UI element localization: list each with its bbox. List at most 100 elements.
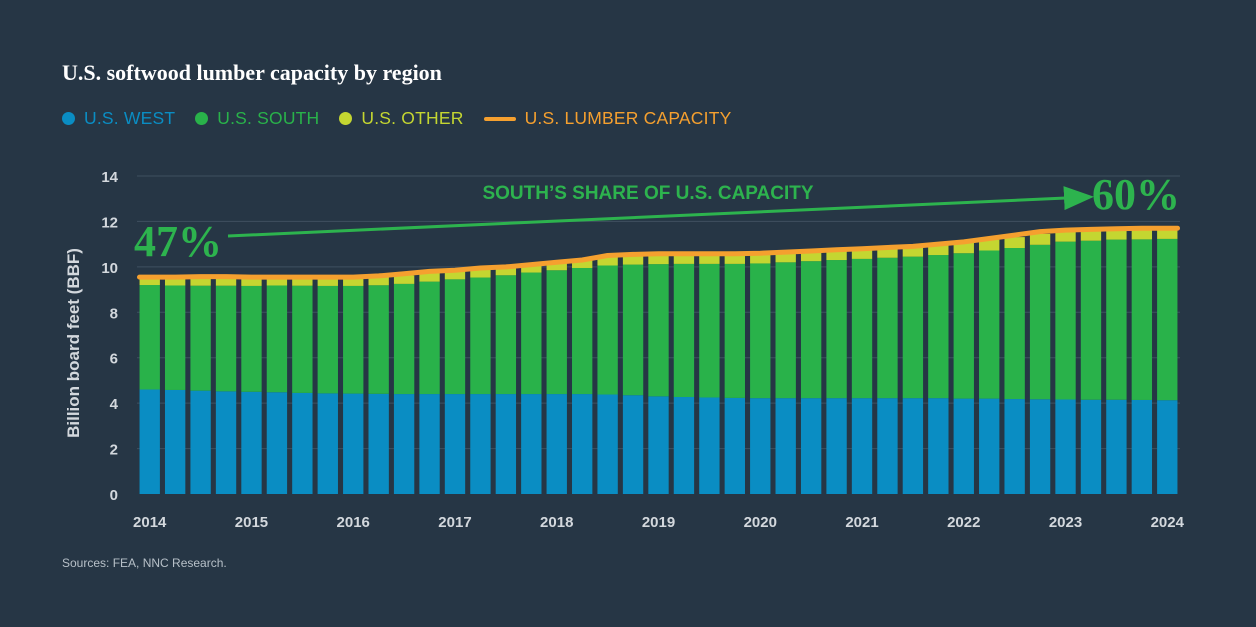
bar-west	[673, 397, 695, 494]
bar-west	[572, 394, 593, 494]
bar-west	[800, 398, 822, 494]
bar-west	[190, 390, 211, 494]
bar-south	[597, 265, 618, 395]
x-tick-label: 2017	[438, 514, 471, 531]
legend-item: U.S. LUMBER CAPACITY	[483, 108, 732, 129]
bar-other	[750, 253, 771, 264]
bar-south	[877, 257, 898, 399]
bar-south	[164, 285, 186, 390]
bar-south	[343, 285, 364, 394]
bar-other	[1080, 229, 1102, 241]
bar-south	[393, 283, 415, 395]
bar-west	[902, 398, 924, 494]
y-tick-label: 0	[110, 487, 118, 504]
bar-south	[750, 263, 771, 399]
bar-west	[343, 393, 364, 494]
y-tick-label: 8	[110, 305, 118, 322]
share-arrow	[227, 186, 1094, 238]
legend-label: U.S. WEST	[84, 108, 176, 128]
bar-west	[241, 391, 262, 494]
bar-other	[343, 277, 364, 286]
bar-south	[1131, 239, 1153, 400]
bar-other	[1004, 237, 1025, 249]
y-tick-label: 10	[101, 260, 118, 277]
bar-other	[495, 266, 517, 276]
y-tick-label: 12	[101, 214, 118, 231]
bar-south	[979, 250, 1000, 399]
y-tick-label: 6	[110, 351, 118, 368]
bar-other	[266, 277, 288, 286]
bar-south	[1004, 248, 1025, 400]
bar-west	[877, 398, 898, 494]
bar-south	[317, 285, 338, 394]
bar-other	[317, 277, 338, 286]
bar-south	[622, 264, 644, 396]
legend-item: U.S. SOUTH	[195, 108, 319, 129]
bar-south	[292, 285, 313, 393]
bar-south	[826, 260, 847, 399]
y-tick-label: 14	[101, 169, 118, 186]
bar-west	[419, 394, 440, 494]
bar-south	[266, 285, 288, 393]
bar-west	[1004, 399, 1025, 494]
bar-west	[317, 393, 338, 494]
bar-other	[979, 239, 1000, 251]
x-tick-label: 2019	[642, 514, 675, 531]
x-tick-label: 2023	[1049, 514, 1082, 531]
x-tick-label: 2020	[744, 514, 777, 531]
legend-dot-marker	[195, 112, 209, 125]
bar-west	[724, 397, 745, 494]
bar-other	[724, 254, 745, 264]
bar-other	[1157, 227, 1178, 239]
bar-south	[699, 263, 720, 398]
y-tick-label: 4	[110, 396, 119, 413]
bar-south	[368, 285, 389, 394]
bar-other	[393, 275, 415, 284]
legend-item: U.S. OTHER	[339, 108, 463, 129]
x-tick-label: 2015	[235, 514, 268, 531]
chart-title: U.S. softwood lumber capacity by region	[62, 60, 442, 85]
bar-other	[775, 252, 796, 263]
bar-other	[215, 277, 237, 286]
bar-south	[470, 277, 491, 395]
bar-other	[877, 247, 898, 258]
bar-west	[928, 398, 949, 494]
bar-south	[800, 261, 822, 399]
bar-south	[1106, 239, 1127, 400]
x-tick-label: 2018	[540, 514, 573, 531]
bar-other	[444, 270, 466, 280]
bar-other	[1029, 233, 1051, 245]
y-tick-label: 2	[110, 442, 118, 459]
bar-south	[775, 262, 796, 399]
bar-other	[953, 242, 974, 254]
bar-west	[750, 398, 771, 494]
bar-south	[419, 281, 440, 395]
bar-west	[775, 398, 796, 494]
bar-other	[521, 263, 542, 273]
bar-west	[1157, 400, 1178, 494]
start-percent-label: 47%	[134, 217, 222, 266]
bar-south	[444, 279, 466, 395]
bar-south	[1055, 241, 1076, 400]
bar-other	[826, 250, 847, 261]
bar-west	[521, 394, 542, 494]
bar-south	[1080, 240, 1102, 400]
bar-west	[495, 394, 517, 494]
bar-west	[1029, 399, 1051, 494]
bar-west	[368, 393, 389, 494]
bar-west	[1055, 399, 1076, 494]
bar-west	[648, 396, 669, 494]
bar-other	[419, 272, 440, 282]
x-tick-label: 2021	[845, 514, 878, 531]
bar-south	[495, 275, 517, 395]
bar-south	[1029, 244, 1051, 400]
bar-other	[1055, 230, 1076, 242]
bar-other	[851, 249, 873, 259]
bar-west	[393, 394, 415, 494]
capacity-line	[137, 225, 1180, 280]
bar-south	[648, 264, 669, 397]
bar-south	[673, 263, 695, 398]
bar-west	[622, 395, 644, 494]
x-tick-label: 2024	[1151, 514, 1185, 531]
